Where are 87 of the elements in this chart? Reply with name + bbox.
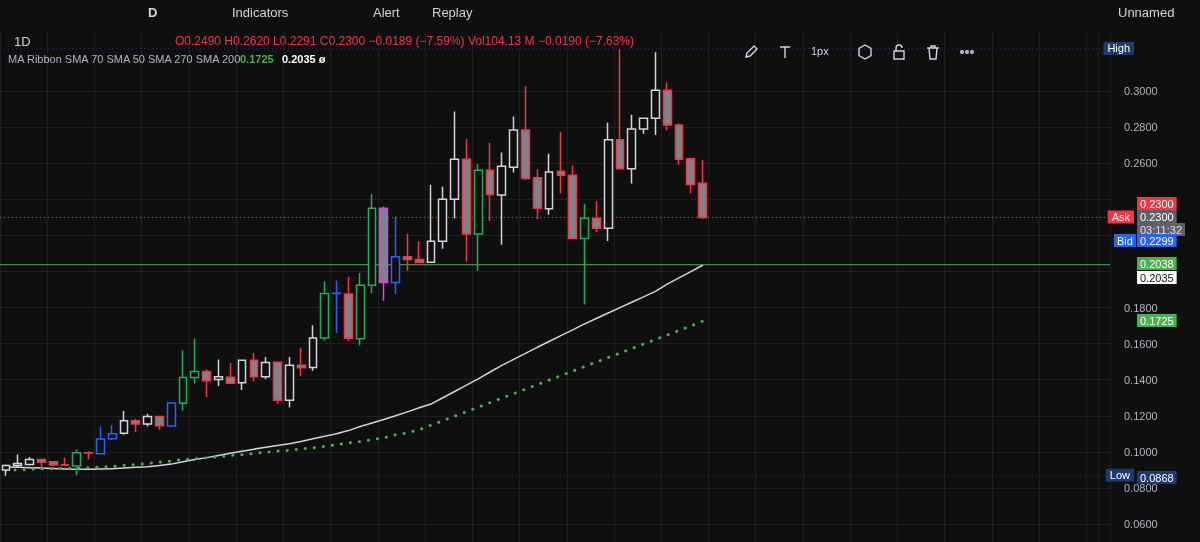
text: 1px xyxy=(811,45,829,57)
candlestick xyxy=(296,346,307,377)
text: 0.2035 xyxy=(1140,271,1174,284)
candlestick xyxy=(437,186,448,250)
candlestick xyxy=(272,361,283,405)
candlestick xyxy=(130,418,141,433)
y-tick-label: 0.1200 xyxy=(1124,409,1158,422)
candlestick xyxy=(685,157,696,195)
y-tick-label: 0.2600 xyxy=(1124,157,1158,170)
candlestick xyxy=(579,203,590,306)
annotation: MA Ribbon SMA 70 SMA 50 SMA 270 SMA 200 xyxy=(8,52,241,65)
candlestick xyxy=(426,184,436,263)
candlestick xyxy=(71,448,82,477)
candlestick xyxy=(414,240,425,264)
candlestick xyxy=(591,200,602,233)
ref-line-label: Ask xyxy=(1111,210,1131,223)
text: 0.2300 xyxy=(1140,197,1174,210)
candlestick xyxy=(119,410,129,436)
ref-line-label: Low xyxy=(1109,469,1131,482)
candlestick xyxy=(237,359,247,391)
candlestick xyxy=(331,279,342,334)
candlestick xyxy=(142,413,153,428)
annotation: 0.1725 xyxy=(240,52,274,65)
candlestick xyxy=(213,358,224,387)
text: 0.1725 xyxy=(1140,314,1174,327)
candlestick xyxy=(166,401,177,428)
candlestick xyxy=(378,205,389,302)
candlestick xyxy=(367,193,377,294)
chart-title: 1D xyxy=(14,34,31,49)
candlestick xyxy=(60,457,70,467)
y-tick-label: 0.2800 xyxy=(1124,121,1158,134)
candlestick xyxy=(225,362,236,385)
text: Unnamed xyxy=(1118,5,1175,20)
candlestick xyxy=(308,324,318,372)
candlestick xyxy=(154,415,165,431)
candlestick xyxy=(107,424,118,441)
text: 03:11:32 xyxy=(1140,223,1183,236)
candlestick xyxy=(674,122,684,166)
text: 0.2300 xyxy=(1140,210,1174,223)
candlestick xyxy=(260,356,271,380)
candlestick xyxy=(544,152,554,216)
y-tick-label: 0.0800 xyxy=(1124,481,1158,494)
candlestick xyxy=(390,215,401,295)
candlestick xyxy=(508,115,519,174)
candlestick xyxy=(48,460,59,468)
text: Bid xyxy=(1117,234,1133,247)
candlestick xyxy=(24,456,35,467)
y-tick-label: 0.3000 xyxy=(1124,85,1158,98)
candlestick xyxy=(496,151,507,246)
ref-line-label: High xyxy=(1107,42,1130,55)
candlestick xyxy=(615,48,625,170)
candlestick xyxy=(201,368,212,398)
candlestick xyxy=(249,352,259,383)
candlestick xyxy=(83,450,94,461)
text: 0.0868 xyxy=(1140,471,1174,484)
y-tick-label: 0.1600 xyxy=(1124,337,1158,350)
candlestick xyxy=(284,356,295,409)
annotation: 0.2035 ø xyxy=(282,52,326,65)
candlestick xyxy=(556,130,566,195)
candlestick xyxy=(36,458,47,469)
text: D xyxy=(148,5,158,20)
candlestick xyxy=(178,349,188,412)
candlestick xyxy=(402,232,413,272)
candlestick xyxy=(650,51,661,136)
candlestick xyxy=(626,113,637,185)
text: 0.2299 xyxy=(1140,234,1174,247)
y-tick-label: 0.0600 xyxy=(1124,517,1158,530)
candlestick xyxy=(355,272,366,347)
candlestick xyxy=(662,81,673,131)
text: Alert xyxy=(373,5,401,20)
candlestick xyxy=(189,337,200,385)
candlestick xyxy=(95,425,106,455)
text: Indicators xyxy=(232,5,289,20)
y-tick-label: 0.1000 xyxy=(1124,445,1158,458)
candlestick xyxy=(319,280,330,342)
candlestick xyxy=(520,85,531,181)
y-tick-label: 0.1400 xyxy=(1124,373,1158,386)
candlestick xyxy=(473,163,484,272)
candlestick xyxy=(638,117,649,135)
y-tick-label: 0.1800 xyxy=(1124,301,1158,314)
annotation: O0.2490 H0.2620 L0.2291 C0.2300 −0.0189 (−7.59%) Vol104.13 M −0.0190 (−7.63%) xyxy=(175,34,635,48)
text: Replay xyxy=(432,5,473,20)
text: 0.2038 xyxy=(1140,257,1174,270)
candlestick xyxy=(343,275,354,342)
candlestick xyxy=(603,121,614,242)
candlestick xyxy=(567,164,578,240)
candlestick xyxy=(449,110,460,220)
